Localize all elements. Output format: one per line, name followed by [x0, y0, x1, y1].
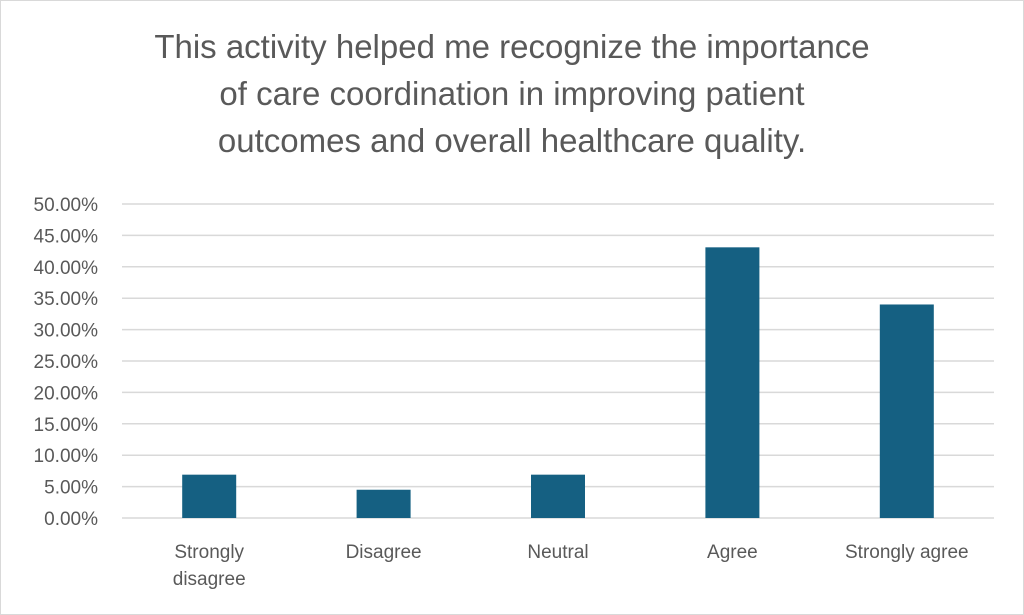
y-tick-label: 40.00% [34, 258, 99, 279]
bar [356, 489, 411, 518]
y-tick-label: 15.00% [34, 415, 99, 436]
x-category-label: Strongly agree [845, 542, 969, 563]
chart-title-line: This activity helped me recognize the im… [154, 28, 870, 65]
x-category-label: Strongly [174, 542, 244, 563]
chart-title-line: outcomes and overall healthcare quality. [217, 122, 807, 159]
chart-title: This activity helped me recognize the im… [1, 23, 1023, 164]
bars [182, 247, 934, 518]
y-tick-label: 5.00% [44, 478, 98, 499]
bar [531, 474, 585, 518]
y-tick-label: 25.00% [34, 352, 99, 373]
x-category-label: Neutral [527, 542, 588, 563]
chart-title-line: of care coordination in improving patien… [219, 75, 805, 112]
x-category-label: Agree [707, 542, 758, 563]
y-tick-label: 10.00% [34, 446, 99, 467]
y-tick-label: 0.00% [44, 509, 98, 530]
bar [182, 474, 237, 518]
gridlines [122, 203, 994, 519]
y-tick-label: 45.00% [34, 226, 99, 247]
y-axis-ticks: 0.00% 5.00% 10.00% 15.00% 20.00% 25.00% 30.00%… [34, 195, 99, 530]
y-tick-label: 30.00% [34, 321, 99, 342]
x-category-label: Disagree [346, 542, 422, 563]
y-tick-label: 50.00% [34, 195, 99, 216]
bar [705, 247, 760, 518]
y-tick-label: 20.00% [34, 383, 99, 404]
x-axis-categories: Strongly disagree Disagree Neutral Agree Stro… [173, 542, 969, 590]
bar [879, 304, 934, 518]
x-category-label: disagree [173, 569, 246, 590]
y-tick-label: 35.00% [34, 289, 99, 310]
